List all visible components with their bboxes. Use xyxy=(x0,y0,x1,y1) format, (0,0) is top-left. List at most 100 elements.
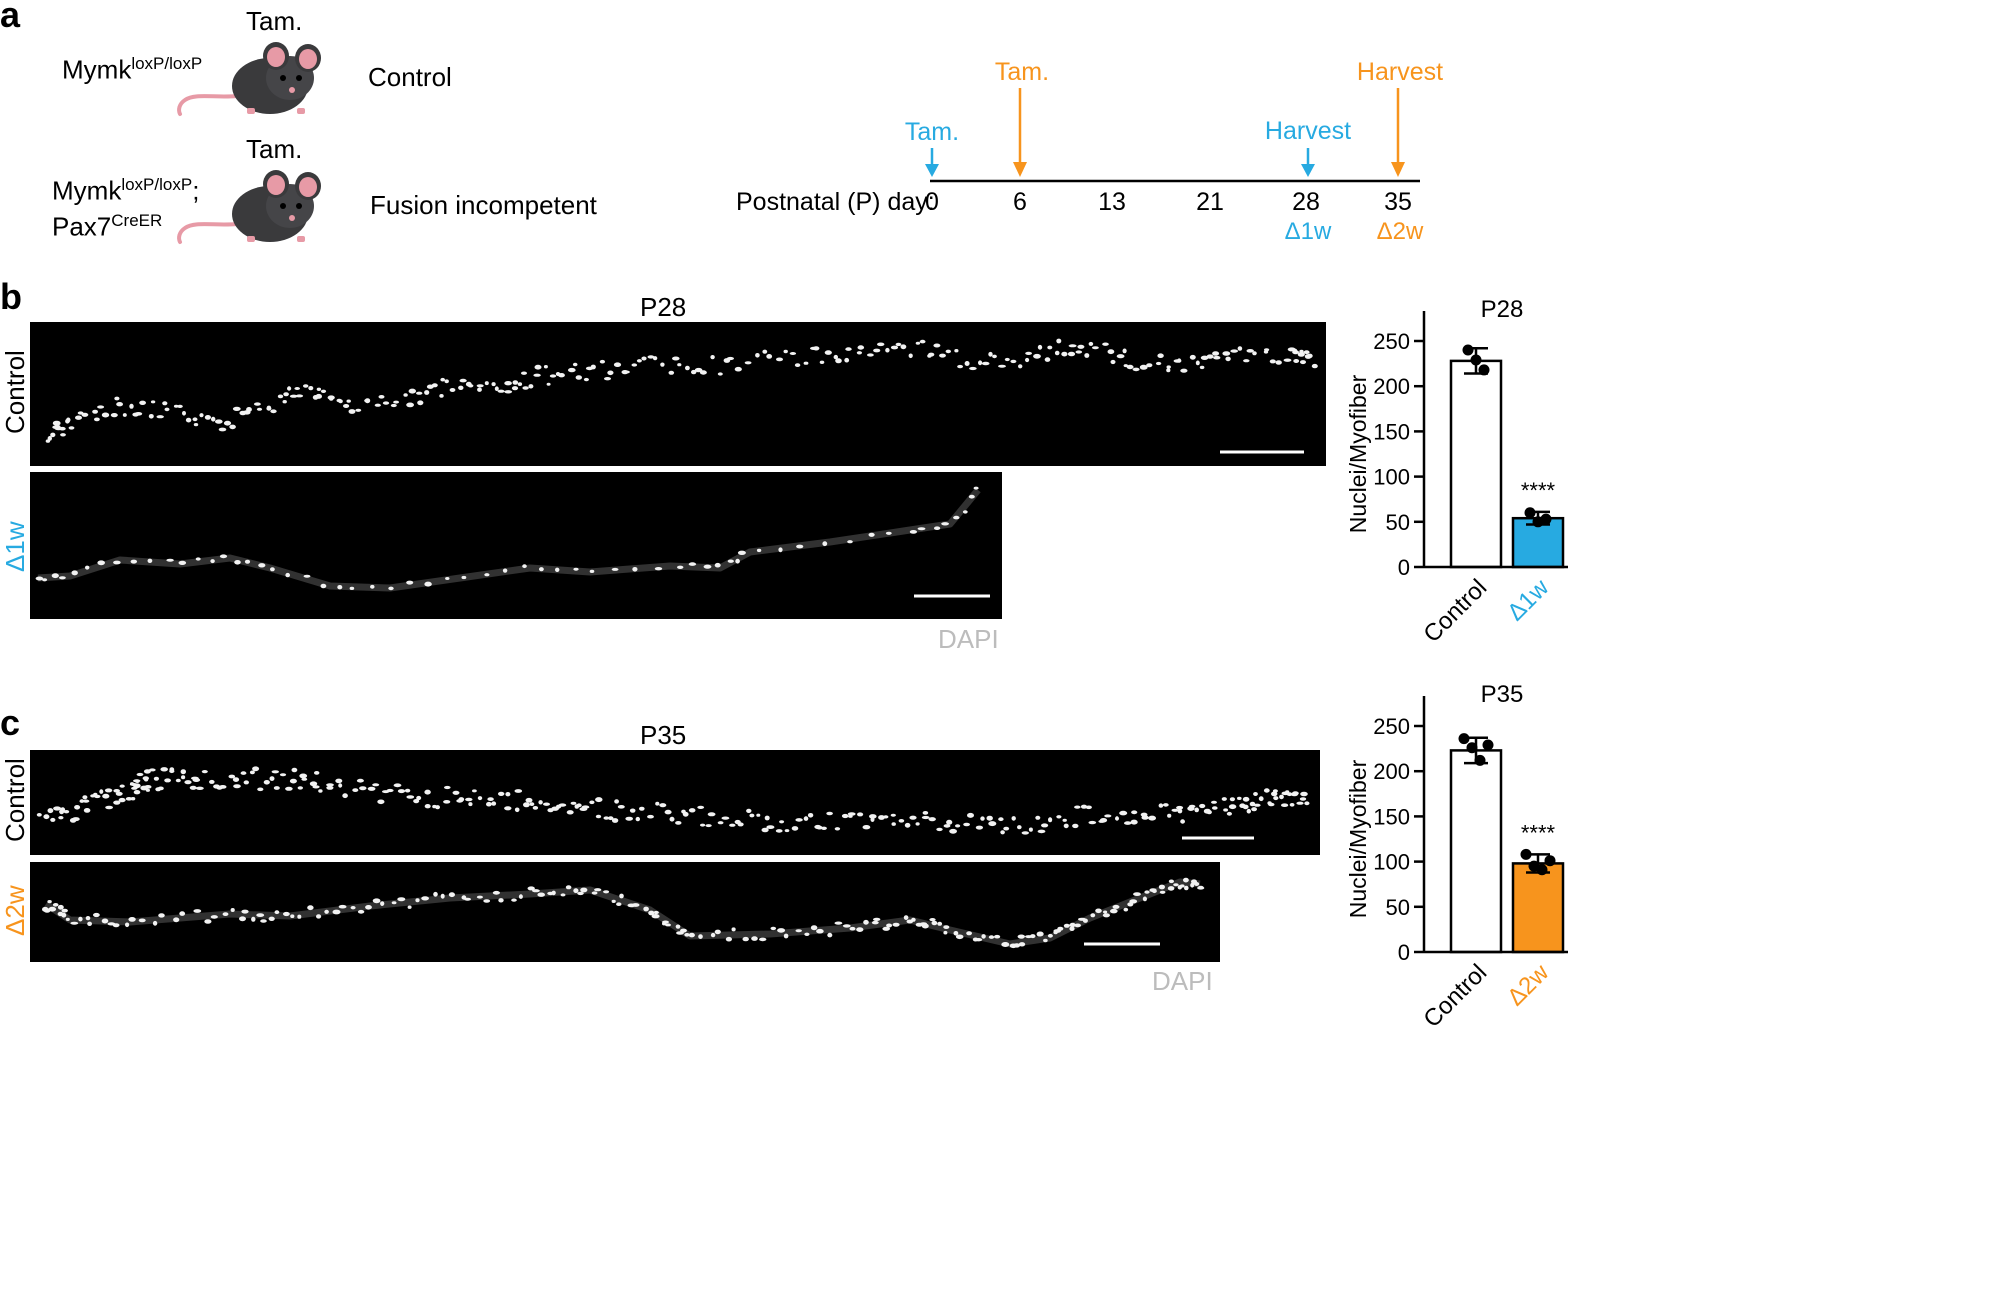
nucleus xyxy=(822,541,828,547)
nucleus xyxy=(449,388,456,392)
nucleus xyxy=(529,802,535,806)
nucleus xyxy=(885,531,892,535)
nucleus xyxy=(779,820,785,824)
nucleus xyxy=(397,897,406,902)
nucleus xyxy=(613,362,622,367)
nucleus xyxy=(1268,802,1275,807)
nucleus xyxy=(1003,826,1010,831)
nucleus xyxy=(1084,353,1090,358)
nucleus xyxy=(756,548,762,553)
nucleus xyxy=(1047,345,1053,350)
mouse-illustration-control xyxy=(177,42,321,116)
nucleus xyxy=(943,930,948,935)
nucleus xyxy=(192,417,198,422)
nucleus xyxy=(534,364,542,370)
nucleus xyxy=(424,390,430,395)
nucleus xyxy=(675,924,681,929)
nucleus xyxy=(1199,803,1206,809)
nucleus xyxy=(604,377,611,381)
nucleus xyxy=(222,912,229,916)
timeline-day-13: 13 xyxy=(1098,188,1126,216)
nucleus xyxy=(243,780,249,785)
nucleus xyxy=(1017,934,1025,939)
nucleus xyxy=(468,802,473,807)
nucleus xyxy=(804,932,810,936)
nucleus xyxy=(538,800,543,805)
nucleus xyxy=(1289,803,1295,807)
nucleus xyxy=(81,412,89,417)
nucleus xyxy=(803,361,809,365)
nucleus xyxy=(1112,904,1120,909)
nucleus xyxy=(458,797,465,802)
nucleus xyxy=(249,770,255,775)
nucleus xyxy=(58,816,64,820)
nucleus xyxy=(1253,803,1261,807)
nucleus xyxy=(1195,360,1200,366)
nucleus xyxy=(1075,350,1083,354)
micrograph-p35-control xyxy=(30,750,1320,855)
nucleus xyxy=(1133,892,1141,896)
nucleus xyxy=(1074,805,1081,809)
nucleus xyxy=(93,794,101,799)
nucleus xyxy=(871,920,879,925)
nucleus xyxy=(766,354,773,359)
harvest-cyan-label: Harvest xyxy=(1265,117,1351,145)
nucleus xyxy=(252,766,260,772)
nucleus xyxy=(270,409,277,414)
nucleus xyxy=(318,789,323,793)
nucleus xyxy=(1067,351,1076,357)
bar-control xyxy=(1449,359,1503,569)
y-tick-label: 250 xyxy=(1373,329,1410,354)
nucleus xyxy=(568,367,576,373)
nucleus xyxy=(1004,357,1010,362)
significance-stars: **** xyxy=(1521,478,1556,503)
nucleus xyxy=(1237,346,1243,351)
nucleus xyxy=(746,808,752,813)
nucleus xyxy=(382,401,390,405)
nucleus xyxy=(1010,359,1017,364)
nucleus xyxy=(892,922,900,927)
chart-title: P28 xyxy=(1481,296,1524,323)
nucleus xyxy=(764,815,770,821)
nucleus xyxy=(643,906,649,912)
nucleus xyxy=(589,800,595,805)
nucleus xyxy=(97,405,105,409)
nucleus xyxy=(955,824,961,828)
nucleus xyxy=(406,402,414,408)
nucleus xyxy=(201,770,208,774)
nucleus xyxy=(1158,884,1165,890)
nucleus xyxy=(1292,348,1297,352)
nucleus xyxy=(498,898,504,903)
nucleus xyxy=(963,822,970,827)
nucleus xyxy=(204,919,212,924)
nucleus xyxy=(285,572,290,578)
nucleus xyxy=(1115,816,1119,821)
nuclei-chain xyxy=(36,766,1310,835)
nucleus xyxy=(1222,351,1231,356)
nucleus xyxy=(116,402,123,407)
nucleus xyxy=(857,812,864,817)
nucleus xyxy=(1090,913,1096,918)
nucleus xyxy=(573,567,579,571)
nucleus xyxy=(705,824,712,828)
nucleus xyxy=(502,568,508,573)
nucleus xyxy=(101,918,109,924)
nucleus xyxy=(210,559,215,564)
nuclei-chain xyxy=(42,877,1205,949)
nucleus xyxy=(1275,360,1282,365)
nucleus xyxy=(639,806,645,811)
nucleus xyxy=(359,786,367,791)
nucleus xyxy=(863,919,869,925)
nucleus xyxy=(533,373,541,377)
nucleus xyxy=(1179,884,1185,888)
genotype-fusion-incompetent: MymkloxP/loxP; Pax7CreER xyxy=(52,170,199,241)
nucleus xyxy=(193,423,199,427)
nucleus xyxy=(734,366,742,372)
y-tick-label: 50 xyxy=(1386,895,1410,920)
nucleus xyxy=(1033,353,1041,359)
y-tick-label: 150 xyxy=(1373,419,1410,444)
nucleus xyxy=(173,404,179,408)
nucleus xyxy=(1281,803,1289,807)
nucleus xyxy=(256,913,265,917)
